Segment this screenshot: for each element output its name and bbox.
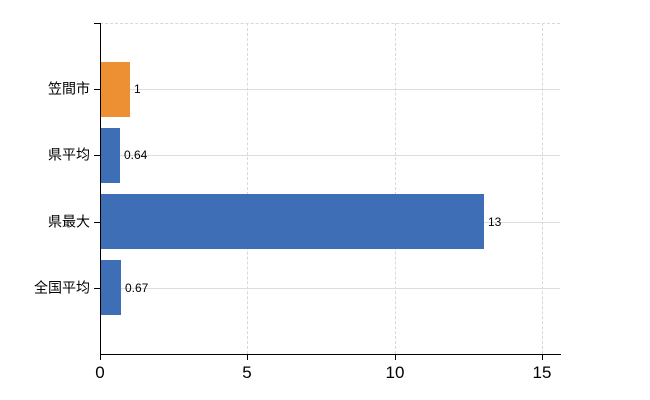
category-label-pref-max: 県最大 [48, 213, 90, 230]
bar-pref-average [101, 128, 120, 183]
x-tick-label-5: 5 [242, 363, 252, 382]
value-label-pref-average: 0.64 [124, 148, 148, 162]
category-label-pref-average: 県平均 [48, 146, 90, 163]
x-tick-15 [542, 354, 543, 360]
category-label-kasama-city: 笠間市 [48, 80, 90, 97]
x-tick-label-10: 10 [385, 363, 405, 382]
bar-national-average [101, 260, 121, 315]
value-label-national-average: 0.67 [125, 281, 149, 295]
h-gridline-kasama-city [100, 89, 560, 90]
y-tick-national-average [94, 288, 100, 289]
y-tick-pref-average [94, 155, 100, 156]
y-axis [100, 23, 101, 354]
value-label-kasama-city: 1 [134, 82, 141, 96]
v-gridline-5 [247, 23, 248, 354]
v-gridline-15 [542, 23, 543, 354]
category-label-national-average: 全国平均 [34, 279, 90, 296]
bar-kasama-city [101, 62, 130, 117]
y-tick-kasama-city [94, 89, 100, 90]
plot-top-border [100, 23, 560, 24]
y-tick-pref-max [94, 222, 100, 223]
h-gridline-pref-average [100, 155, 560, 156]
x-axis [100, 354, 561, 355]
x-tick-label-0: 0 [95, 363, 105, 382]
bar-pref-max [101, 194, 484, 249]
x-tick-0 [100, 354, 101, 360]
x-tick-label-15: 15 [532, 363, 552, 382]
y-axis-top-tick [94, 23, 100, 24]
h-gridline-national-average [100, 288, 560, 289]
x-tick-5 [247, 354, 248, 360]
v-gridline-10 [395, 23, 396, 354]
x-tick-10 [395, 354, 396, 360]
value-label-pref-max: 13 [488, 215, 502, 229]
